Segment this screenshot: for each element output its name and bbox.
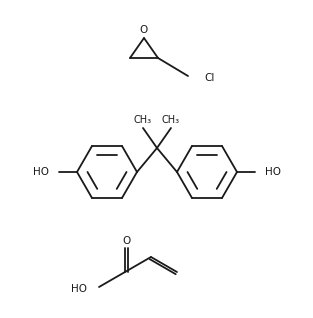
Text: CH₃: CH₃	[162, 115, 180, 125]
Text: HO: HO	[265, 167, 281, 177]
Text: HO: HO	[33, 167, 49, 177]
Text: O: O	[122, 236, 131, 246]
Text: O: O	[140, 25, 148, 35]
Text: HO: HO	[71, 284, 87, 294]
Text: Cl: Cl	[204, 73, 214, 83]
Text: CH₃: CH₃	[134, 115, 152, 125]
